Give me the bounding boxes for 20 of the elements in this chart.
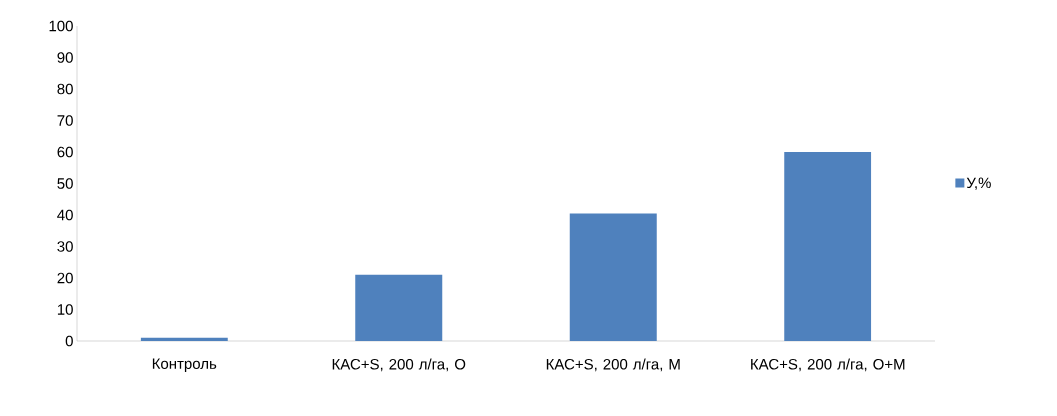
x-tick-label: КАС+S, 200 л/га, М — [546, 358, 680, 372]
y-tick-label: 50 — [57, 178, 73, 189]
bar — [140, 337, 228, 341]
y-tick-label: 20 — [57, 272, 73, 284]
y-tick-label: 100 — [49, 20, 73, 32]
y-tick-label: 10 — [57, 304, 73, 315]
bar — [784, 152, 872, 341]
bar — [569, 213, 657, 341]
x-tick-label: КАС+S, 200 л/га, О+М — [751, 358, 905, 372]
legend-label: У,% — [966, 177, 991, 190]
y-tick-label: 70 — [57, 115, 73, 126]
x-tick-label: Контроль — [152, 358, 217, 372]
bar — [355, 274, 443, 341]
y-tick-label: 0 — [65, 335, 73, 347]
y-tick-label: 40 — [57, 209, 73, 221]
y-tick-label: 80 — [57, 83, 73, 95]
y-tick-label: 90 — [57, 52, 73, 63]
y-tick-label: 60 — [57, 146, 73, 158]
y-tick-label: 30 — [57, 241, 73, 252]
x-tick-label: КАС+S, 200 л/га, О — [332, 358, 466, 372]
